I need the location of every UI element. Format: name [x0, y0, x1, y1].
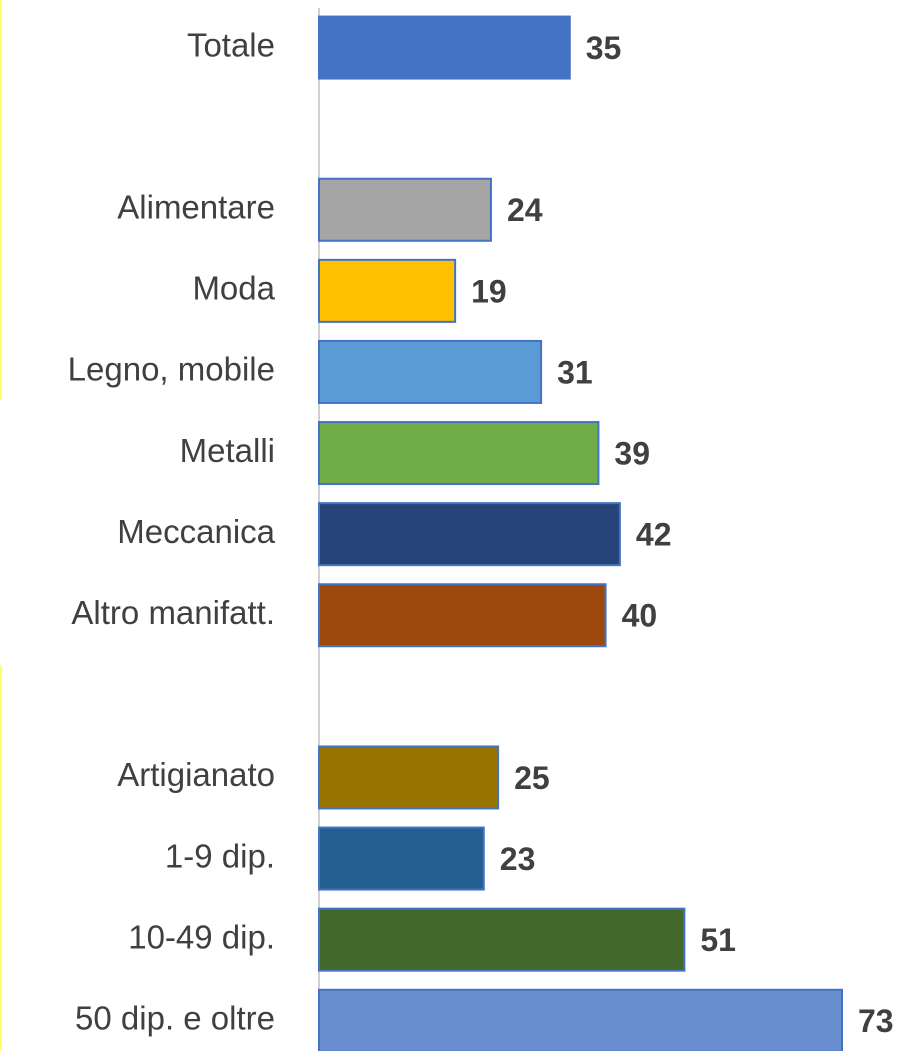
- value-label: 31: [557, 354, 593, 390]
- category-label: 10-49 dip.: [128, 918, 275, 955]
- value-label: 19: [471, 273, 507, 309]
- category-label: Alimentare: [117, 188, 275, 225]
- bar: [318, 826, 485, 891]
- bar: [318, 177, 492, 242]
- bar: [318, 502, 621, 567]
- category-label: Meccanica: [117, 513, 275, 550]
- value-label: 39: [614, 436, 650, 472]
- bar: [318, 15, 571, 80]
- value-label: 35: [586, 30, 622, 66]
- category-label: 50 dip. e oltre: [75, 999, 275, 1036]
- bar: [318, 907, 686, 972]
- category-label: Artigianato: [117, 756, 275, 793]
- bar: [318, 339, 543, 404]
- value-label: 23: [500, 841, 536, 877]
- category-label: Totale: [187, 26, 275, 63]
- value-label: 42: [636, 517, 672, 553]
- bar: [318, 258, 457, 323]
- bar: [318, 421, 600, 486]
- category-label: 1-9 dip.: [165, 837, 275, 874]
- category-label: Metalli: [180, 432, 275, 469]
- category-label: Moda: [192, 270, 275, 307]
- bar: [318, 988, 843, 1051]
- value-label: 51: [700, 922, 736, 958]
- value-label: 73: [858, 1003, 894, 1039]
- bar: [318, 745, 500, 810]
- bar: [318, 583, 607, 648]
- category-label: Legno, mobile: [68, 351, 275, 388]
- category-label: Altro manifatt.: [71, 594, 275, 631]
- value-label: 25: [514, 760, 550, 796]
- value-label: 40: [622, 598, 658, 634]
- value-label: 24: [507, 192, 543, 228]
